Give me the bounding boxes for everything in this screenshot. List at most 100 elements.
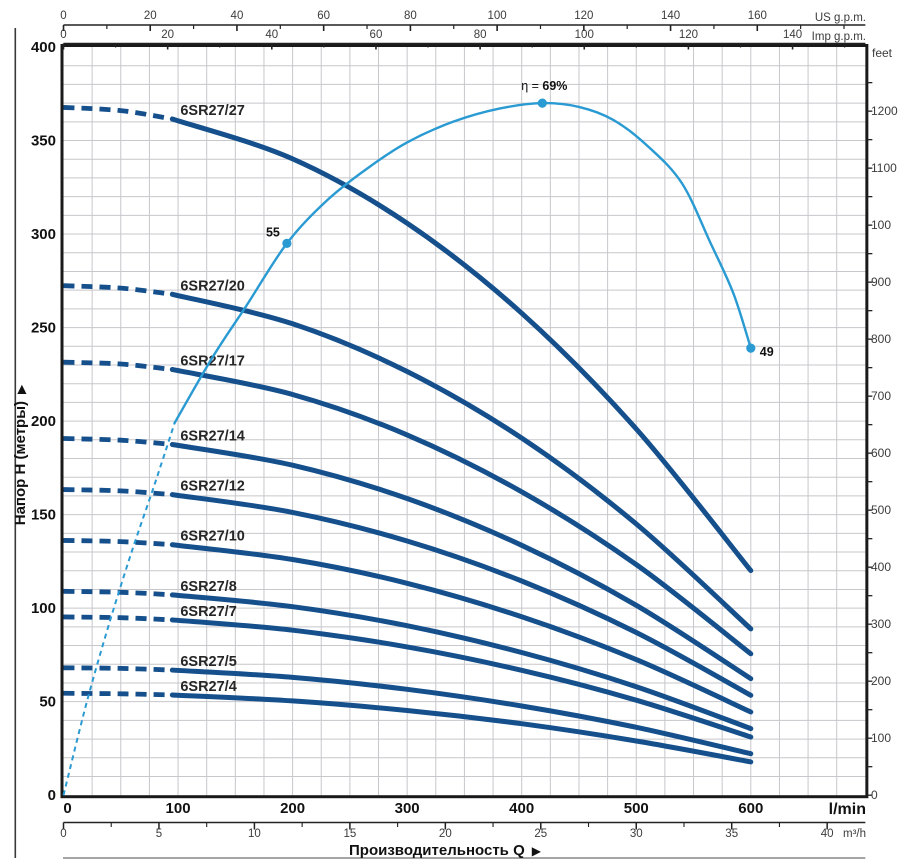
head-curve-dashed-6SR27/17 <box>63 359 173 372</box>
curve-label-6SR27/27: 6SR27/27 <box>180 103 245 119</box>
feet-tick-label: 700 <box>871 389 891 403</box>
head-curve-6SR27/20 <box>169 291 754 632</box>
lmin-tick-label: 600 <box>738 800 763 817</box>
y-axis-title: Напор H (метры) ▶ <box>12 384 29 525</box>
y-axis-title-text: Напор H (метры) <box>12 401 29 525</box>
us-gpm-tick-label: 60 <box>317 10 330 22</box>
us-gpm-unit-label: US g.p.m. <box>815 12 866 24</box>
head-m-tick-label: 350 <box>31 133 56 150</box>
head-curve-dashed-6SR27/10 <box>63 538 173 548</box>
head-m-tick-label: 100 <box>31 600 56 617</box>
head-curve-dashed-6SR27/4 <box>63 690 173 698</box>
imp-gpm-tick-label: 120 <box>679 29 698 41</box>
us-gpm-tick-label: 20 <box>144 10 157 22</box>
m3h-unit-label: m³/h <box>843 828 866 840</box>
curve-label-6SR27/20: 6SR27/20 <box>180 278 245 294</box>
m3h-tick-label: 10 <box>248 828 261 840</box>
head-curve-6SR27/12 <box>169 492 754 698</box>
head-curve-dashed-6SR27/14 <box>63 436 173 447</box>
m3h-tick-label: 40 <box>821 828 834 840</box>
head-m-tick-label: 250 <box>31 320 56 337</box>
us-gpm-tick-label: 140 <box>661 10 680 22</box>
lmin-tick-label: 300 <box>395 800 420 817</box>
plot-border <box>60 44 869 799</box>
us-gpm-tick-label: 100 <box>488 10 507 22</box>
x-axis-title: Производительность Q ▶ <box>349 842 542 859</box>
us-gpm-tick-label: 120 <box>574 10 593 22</box>
head-curve-6SR27/5 <box>169 667 754 757</box>
head-curve-dashed-6SR27/7 <box>63 614 173 623</box>
us-gpm-tick-label: 160 <box>748 10 767 22</box>
head-curve-6SR27/17 <box>169 366 754 657</box>
curve-label-6SR27/17: 6SR27/17 <box>180 353 245 369</box>
head-curve-dashed-6SR27/12 <box>63 487 173 497</box>
curve-label-6SR27/14: 6SR27/14 <box>180 428 245 444</box>
y-axis-arrow-icon: ▶ <box>14 384 28 394</box>
m3h-tick-label: 25 <box>534 828 547 840</box>
head-m-tick-label: 200 <box>31 413 56 430</box>
m3h-tick-label: 5 <box>156 828 162 840</box>
efficiency-point-49 <box>746 343 756 353</box>
efficiency-curve-dashed <box>62 422 176 796</box>
feet-unit-label: feet <box>872 46 893 60</box>
curve-label-6SR27/10: 6SR27/10 <box>180 529 245 545</box>
us-gpm-tick-label: 0 <box>60 10 66 22</box>
head-curve-dashed-6SR27/27 <box>63 105 173 122</box>
efficiency-point-label: η = 69% <box>521 79 567 93</box>
m3h-tick-label: 0 <box>60 828 66 840</box>
feet-tick-label: 0 <box>871 788 878 802</box>
lmin-tick-label: 400 <box>509 800 534 817</box>
feet-tick-label: 500 <box>871 503 891 517</box>
curve-label-6SR27/5: 6SR27/5 <box>180 654 236 670</box>
head-curve-dashed-6SR27/8 <box>63 588 173 598</box>
feet-tick-label: 800 <box>871 332 891 346</box>
head-m-tick-label: 150 <box>31 507 56 524</box>
head-curve-6SR27/4 <box>169 692 754 765</box>
head-m-tick-label: 300 <box>31 226 56 243</box>
curve-label-6SR27/8: 6SR27/8 <box>180 579 236 595</box>
efficiency-label-part: 69% <box>542 79 567 93</box>
imp-gpm-tick-label: 140 <box>783 29 802 41</box>
x-axis-title-text: Производительность Q <box>349 842 525 859</box>
head-m-tick-label: 0 <box>48 787 56 804</box>
head-m-tick-label: 50 <box>39 694 56 711</box>
lmin-tick-label: 0 <box>63 800 71 817</box>
efficiency-point-label: 49 <box>760 345 774 359</box>
head-curve-6SR27/8 <box>169 592 754 732</box>
head-curve-6SR27/7 <box>169 617 754 740</box>
lmin-unit-label: l/min <box>829 801 866 818</box>
feet-tick-label: 900 <box>871 275 891 289</box>
lmin-tick-label: 100 <box>166 800 191 817</box>
feet-tick-label: 300 <box>871 617 891 631</box>
x-axis-arrow-icon: ▶ <box>532 844 542 858</box>
feet-tick-label: 200 <box>871 674 891 688</box>
imp-gpm-tick-label: 0 <box>60 29 66 41</box>
feet-tick-label: 100 <box>871 218 891 232</box>
feet-tick-label: 1200 <box>871 104 898 118</box>
feet-tick-label: 600 <box>871 446 891 460</box>
efficiency-point-label: 55 <box>266 225 280 239</box>
efficiency-curve <box>173 101 752 425</box>
curve-label-6SR27/4: 6SR27/4 <box>180 679 236 695</box>
lmin-tick-label: 500 <box>624 800 649 817</box>
head-curve-6SR27/10 <box>169 542 754 715</box>
efficiency-label-part: η = <box>521 79 542 93</box>
feet-tick-label: 400 <box>871 560 891 574</box>
m3h-tick-label: 35 <box>725 828 738 840</box>
head-curve-dashed-6SR27/5 <box>63 665 173 673</box>
head-curve-6SR27/27 <box>169 116 754 574</box>
curve-label-6SR27/7: 6SR27/7 <box>180 604 236 620</box>
feet-tick-label: 1100 <box>871 161 897 175</box>
m3h-tick-label: 15 <box>343 828 356 840</box>
imp-gpm-tick-label: 80 <box>474 29 487 41</box>
us-gpm-tick-label: 40 <box>231 10 244 22</box>
head-m-tick-label: 400 <box>31 39 56 56</box>
m3h-tick-label: 30 <box>630 828 643 840</box>
head-curve-dashed-6SR27/20 <box>63 283 173 297</box>
us-gpm-tick-label: 80 <box>404 10 417 22</box>
lmin-tick-label: 200 <box>280 800 305 817</box>
curve-label-6SR27/12: 6SR27/12 <box>180 479 245 495</box>
efficiency-point-55 <box>282 238 292 249</box>
